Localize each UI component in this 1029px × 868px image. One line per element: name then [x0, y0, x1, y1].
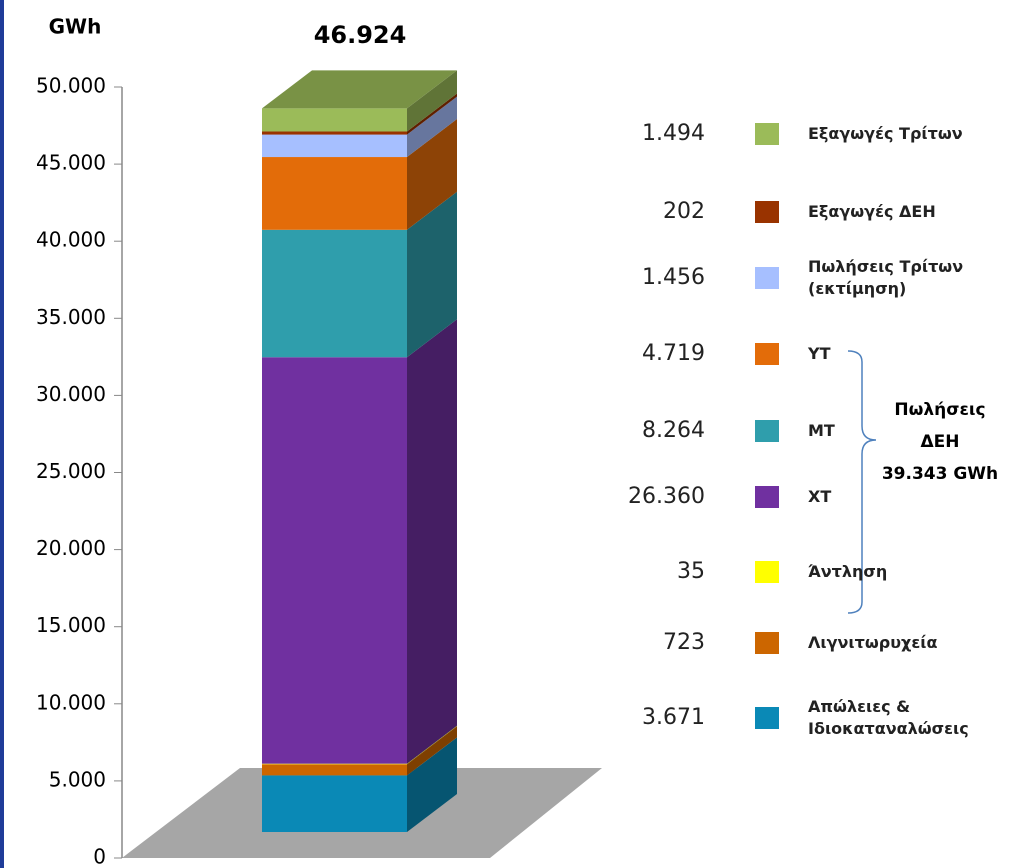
legend-swatch: [755, 343, 779, 365]
legend-swatch: [755, 632, 779, 654]
y-tick-label: 0: [93, 845, 106, 868]
bar-segment: [262, 131, 407, 135]
bar-side: [407, 725, 457, 765]
y-tick-label: 45.000: [36, 151, 106, 175]
value-label: 26.360: [628, 484, 705, 509]
y-tick-label: 40.000: [36, 228, 106, 252]
value-label: 1.456: [642, 265, 705, 290]
bar-side: [407, 737, 457, 832]
value-label: 8.264: [642, 418, 705, 443]
bar-top: [262, 70, 457, 109]
value-label: 35: [677, 559, 705, 584]
legend-label: ΜΤ: [808, 421, 835, 440]
annotation: Πωλήσεις: [894, 400, 985, 420]
bar-segment: [262, 775, 407, 832]
legend-label: ΧΤ: [808, 487, 832, 506]
value-label: 1.494: [642, 121, 705, 146]
legend-label: Πωλήσεις Τρίτων (εκτίμηση): [808, 257, 964, 298]
legend-swatch: [755, 420, 779, 442]
value-label: 202: [663, 199, 705, 224]
legend-label: Εξαγωγές Τρίτων: [808, 124, 963, 143]
y-tick-label: 10.000: [36, 690, 106, 714]
brace: [847, 350, 877, 614]
bar-segment: [262, 157, 407, 230]
bar-segment: [262, 229, 407, 358]
y-tick-label: 25.000: [36, 459, 106, 483]
bar-side: [407, 191, 457, 358]
bar-segment: [262, 764, 407, 776]
value-label: 3.671: [642, 705, 705, 730]
value-label: 4.719: [642, 341, 705, 366]
bar-side: [407, 93, 457, 135]
left-border: [0, 0, 4, 868]
y-tick-label: 20.000: [36, 536, 106, 560]
legend-swatch: [755, 201, 779, 223]
bar-side: [407, 96, 457, 158]
legend-swatch: [755, 123, 779, 145]
bar-segment: [262, 357, 407, 764]
legend-swatch: [755, 561, 779, 583]
bar-segment: [262, 108, 407, 132]
legend-label: ΥΤ: [808, 344, 831, 363]
bar-side: [407, 319, 457, 764]
bar-side: [407, 70, 457, 132]
y-tick-label: 35.000: [36, 305, 106, 329]
total-label: 46.924: [314, 21, 407, 49]
annotation: 39.343 GWh: [882, 464, 998, 484]
legend-swatch: [755, 267, 779, 289]
y-tick-label: 5.000: [49, 767, 106, 791]
legend-label: Απώλειες & Ιδιοκαταναλώσεις: [808, 697, 969, 738]
legend-label: Εξαγωγές ΔΕΗ: [808, 202, 936, 221]
legend-swatch: [755, 707, 779, 729]
bar-side: [407, 726, 457, 776]
y-axis-label: GWh: [49, 15, 102, 39]
bar-segment: [262, 134, 407, 158]
legend-label: Άντληση: [808, 562, 888, 581]
y-tick-label: 15.000: [36, 613, 106, 637]
value-label: 723: [663, 630, 705, 655]
legend-label: Λιγνιτωρυχεία: [808, 633, 938, 652]
y-tick-label: 50.000: [36, 74, 106, 98]
legend-swatch: [755, 486, 779, 508]
annotation: ΔΕΗ: [921, 432, 960, 452]
bar-segment: [262, 763, 407, 765]
y-tick-label: 30.000: [36, 382, 106, 406]
bar-side: [407, 119, 457, 230]
